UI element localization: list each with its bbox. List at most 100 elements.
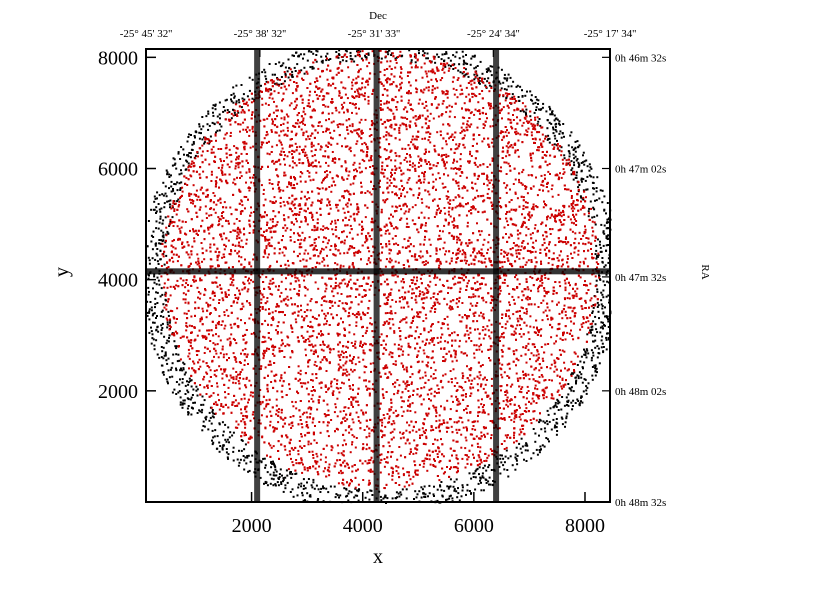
point — [449, 494, 452, 497]
point — [482, 410, 485, 413]
point — [201, 116, 204, 118]
point — [364, 98, 367, 101]
point — [568, 297, 571, 300]
point — [228, 337, 231, 340]
point — [594, 199, 596, 202]
point — [351, 370, 354, 373]
point — [344, 87, 347, 90]
point — [348, 231, 351, 234]
point — [303, 311, 306, 313]
point — [207, 110, 210, 113]
point — [595, 249, 598, 252]
point — [430, 78, 433, 81]
point — [219, 117, 221, 120]
point — [168, 176, 171, 178]
point — [181, 381, 184, 384]
point — [386, 413, 389, 415]
point — [271, 220, 274, 223]
point — [488, 483, 490, 486]
point — [582, 316, 585, 318]
point — [602, 350, 605, 353]
point — [521, 102, 524, 105]
point — [606, 280, 609, 283]
point — [474, 304, 477, 307]
point — [196, 286, 199, 289]
point — [310, 325, 313, 328]
point — [431, 339, 434, 342]
point — [167, 314, 170, 317]
point — [402, 365, 404, 368]
point — [524, 111, 527, 114]
point — [227, 453, 230, 456]
point — [271, 97, 274, 100]
point — [187, 166, 190, 169]
point — [452, 54, 455, 57]
point — [448, 104, 451, 107]
point — [165, 254, 168, 257]
point — [218, 129, 221, 132]
point — [530, 352, 533, 355]
point — [346, 295, 349, 298]
point — [516, 463, 519, 466]
point — [538, 451, 541, 454]
point — [451, 208, 454, 211]
point — [160, 275, 163, 278]
point — [427, 495, 429, 498]
point — [368, 61, 371, 64]
point — [521, 386, 524, 389]
point — [161, 222, 164, 225]
point — [502, 400, 505, 403]
point — [160, 356, 163, 359]
point — [423, 492, 426, 495]
point — [332, 287, 335, 290]
point — [484, 84, 487, 87]
point — [182, 368, 185, 371]
point — [461, 72, 464, 75]
point — [515, 459, 518, 462]
point — [361, 82, 364, 85]
point — [546, 423, 549, 426]
point — [184, 221, 187, 223]
point — [151, 337, 154, 340]
point — [573, 369, 575, 371]
point — [519, 85, 522, 88]
point — [467, 108, 469, 111]
point — [205, 212, 208, 215]
point — [539, 124, 542, 127]
point — [203, 425, 206, 428]
point — [194, 157, 197, 160]
point — [602, 296, 605, 299]
point — [250, 101, 253, 104]
point — [353, 496, 356, 499]
point — [540, 374, 543, 376]
point — [345, 495, 347, 498]
point — [507, 252, 510, 255]
point — [179, 197, 181, 200]
point — [604, 306, 606, 309]
point — [316, 460, 319, 463]
point — [216, 435, 219, 438]
point — [461, 249, 464, 252]
point — [480, 481, 482, 484]
point — [580, 400, 582, 403]
point — [516, 317, 519, 320]
point — [445, 51, 448, 54]
point — [544, 387, 547, 390]
point — [232, 376, 235, 379]
point — [201, 334, 204, 337]
point — [181, 378, 184, 380]
point — [591, 374, 594, 377]
point — [478, 80, 481, 82]
point — [371, 281, 374, 283]
point — [589, 166, 592, 169]
point — [485, 482, 488, 484]
point — [307, 478, 310, 480]
point — [222, 211, 225, 213]
point — [262, 188, 265, 191]
point — [545, 254, 548, 257]
point — [151, 257, 154, 260]
point — [301, 274, 304, 277]
point — [570, 195, 573, 197]
point — [300, 309, 303, 312]
point — [319, 367, 322, 370]
